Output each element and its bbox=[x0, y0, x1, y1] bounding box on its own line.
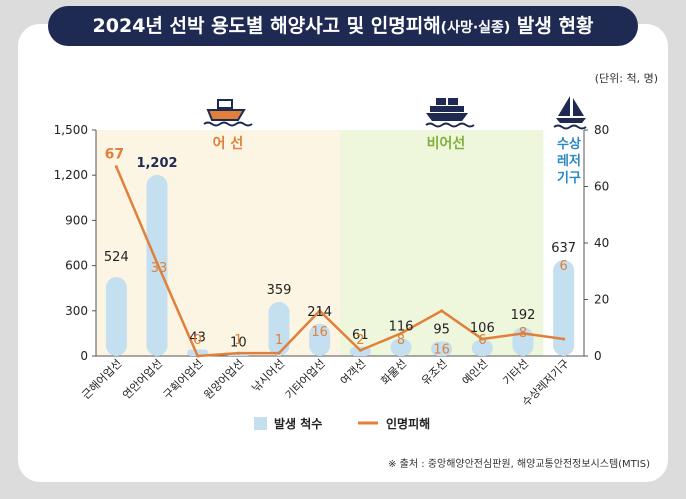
group-bands bbox=[96, 130, 544, 356]
x-tick-label: 여객선 bbox=[338, 357, 369, 388]
page-title: 2024년 선박 용도별 해양사고 및 인명피해(사망·실종) 발생 현황 bbox=[48, 6, 638, 46]
line-point bbox=[480, 337, 484, 341]
bar-value-label: 359 bbox=[267, 283, 292, 298]
line-path bbox=[115, 166, 564, 358]
line-value-label: 2 bbox=[356, 333, 364, 348]
y-right-tick-label: 80 bbox=[594, 123, 609, 137]
line-series bbox=[114, 165, 566, 358]
bar bbox=[390, 338, 412, 356]
line-value-label: 16 bbox=[433, 343, 450, 358]
legend: 발생 척수 인명피해 bbox=[254, 416, 430, 431]
x-tick-label: 근해어업선 bbox=[79, 356, 125, 402]
bar-value-label: 524 bbox=[104, 250, 129, 265]
y-left-tick-label: 600 bbox=[65, 259, 88, 273]
fishing-boat-icon bbox=[203, 99, 253, 127]
line-value-label: 6 bbox=[560, 259, 568, 274]
bar-value-label: 106 bbox=[470, 321, 495, 336]
legend-bar-swatch bbox=[254, 417, 267, 430]
line-value-label: 16 bbox=[311, 325, 328, 340]
bar bbox=[187, 349, 209, 356]
group-label-nonfishing: 비어선 bbox=[427, 135, 466, 152]
line-point bbox=[277, 351, 281, 355]
line-point bbox=[196, 354, 200, 358]
x-tick-label: 원양어업선 bbox=[201, 357, 246, 402]
bar bbox=[268, 301, 290, 356]
x-tick-label: 연안어업선 bbox=[120, 357, 165, 402]
group-label-leisure-2: 레저 bbox=[557, 154, 581, 169]
line-point bbox=[358, 348, 362, 352]
bar-value-label: 116 bbox=[389, 320, 414, 335]
title-tail: 발생 현황 bbox=[510, 15, 594, 37]
y-left-tick-label: 1,500 bbox=[54, 123, 88, 137]
bar bbox=[105, 277, 127, 356]
sailboat-icon bbox=[553, 96, 587, 130]
group-label-leisure-3: 기구 bbox=[557, 171, 581, 186]
line-value-label: 8 bbox=[519, 326, 527, 341]
line-value-label: 1 bbox=[275, 333, 283, 348]
bar-value-label: 10 bbox=[230, 335, 247, 350]
line-value-label: 1 bbox=[234, 333, 242, 348]
y-right-tick-label: 0 bbox=[594, 349, 602, 363]
line-point bbox=[440, 309, 444, 313]
line-point bbox=[521, 331, 525, 335]
line-value-label: 6 bbox=[478, 333, 486, 348]
y-left-tick-label: 300 bbox=[65, 304, 88, 318]
line-value-label: 67 bbox=[105, 147, 124, 163]
bar bbox=[471, 340, 493, 356]
y-left-tick-label: 1,200 bbox=[54, 168, 88, 182]
group-label-fishing: 어 선 bbox=[213, 135, 244, 152]
y-right-tick-label: 40 bbox=[594, 236, 609, 250]
bar bbox=[431, 341, 453, 356]
bar-value-label: 95 bbox=[433, 323, 450, 338]
unit-label: (단위: 척, 명) bbox=[594, 72, 658, 85]
x-tick-label: 구획어업선 bbox=[161, 357, 206, 402]
bar-value-label: 214 bbox=[307, 305, 332, 320]
line-point bbox=[155, 261, 159, 265]
title-paren: (사망·실종) bbox=[440, 20, 511, 36]
x-tick-label: 기타선 bbox=[500, 357, 531, 388]
group-label-leisure-1: 수상 bbox=[557, 137, 581, 152]
bar bbox=[309, 323, 331, 356]
bar-series bbox=[105, 174, 575, 356]
bar-value-label: 61 bbox=[352, 328, 369, 343]
y-left-tick-label: 0 bbox=[80, 349, 88, 363]
legend-bar-label: 발생 척수 bbox=[274, 416, 322, 431]
cargo-ship-icon bbox=[425, 98, 475, 128]
bar-value-label: 43 bbox=[189, 331, 206, 346]
x-tick-label: 기타어업선 bbox=[283, 357, 328, 402]
bar bbox=[553, 260, 575, 356]
bar-value-label: 1,202 bbox=[136, 156, 177, 171]
legend-line-label: 인명피해 bbox=[386, 416, 430, 431]
line-point bbox=[399, 331, 403, 335]
x-tick-label: 화물선 bbox=[378, 357, 409, 388]
source-note: ※ 출처 : 중앙해양안전심판원, 해양교통안전정보시스템(MTIS) bbox=[388, 459, 650, 470]
bar-value-label: 637 bbox=[551, 241, 576, 256]
line-point bbox=[236, 351, 240, 355]
x-tick-label: 유조선 bbox=[419, 357, 450, 388]
line-point bbox=[318, 309, 322, 313]
x-tick-label: 예인선 bbox=[460, 357, 491, 388]
bar-value-label: 192 bbox=[511, 308, 536, 323]
title-main: 2024년 선박 용도별 해양사고 및 인명피해 bbox=[92, 15, 441, 37]
x-tick-label: 낚시어선 bbox=[249, 357, 287, 395]
y-left-tick-label: 900 bbox=[65, 213, 88, 227]
line-point bbox=[114, 165, 118, 169]
band-nonfishing bbox=[340, 130, 544, 356]
line-value-label: 33 bbox=[151, 261, 168, 276]
band-fishing bbox=[96, 130, 340, 356]
line-point bbox=[562, 337, 566, 341]
line-value-label: 8 bbox=[397, 333, 405, 348]
y-right-tick-label: 20 bbox=[594, 293, 609, 307]
bar bbox=[227, 354, 249, 356]
y-right-tick-label: 60 bbox=[594, 180, 609, 194]
line-value-label: 0 bbox=[194, 333, 202, 348]
